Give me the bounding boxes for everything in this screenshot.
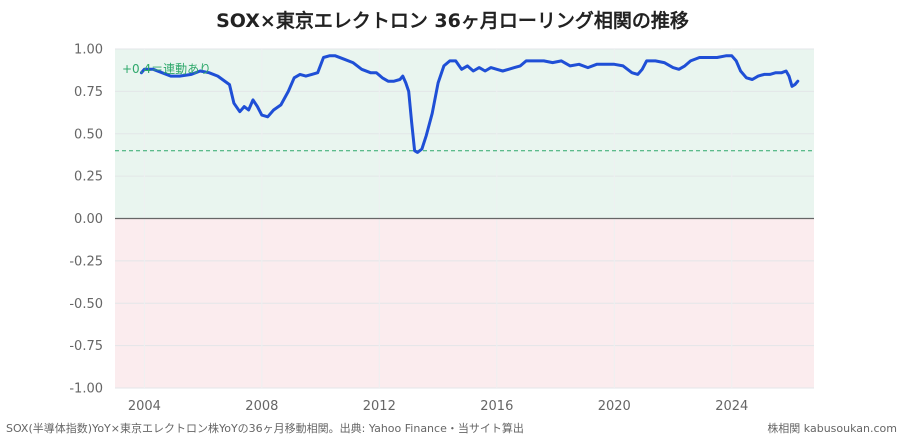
y-tick-label: 0.25 [74,170,103,185]
y-tick-label: -0.25 [69,254,103,269]
x-tick-label: 2020 [598,399,631,414]
x-tick-label: 2012 [363,399,396,414]
threshold-annotation: +0.4＝連動あり [122,62,211,76]
x-tick-label: 2024 [715,399,748,414]
x-tick-label: 2008 [245,399,278,414]
x-tick-label: 2004 [128,399,161,414]
brand-credit: 株相関 kabusoukan.com [767,422,897,435]
y-tick-label: 0.50 [74,127,103,142]
source-note: SOX(半導体指数)YoY×東京エレクトロン株YoYの36ヶ月移動相関。出典: … [6,422,524,435]
chart-title: SOX×東京エレクトロン 36ヶ月ローリング相関の推移 [216,10,689,32]
y-tick-label: -1.00 [69,382,103,397]
y-tick-label: 0.00 [74,212,103,227]
x-tick-label: 2016 [480,399,513,414]
y-tick-label: -0.75 [69,339,103,354]
y-tick-label: 1.00 [74,43,103,58]
correlation-series-line [139,54,800,154]
y-tick-label: 0.75 [74,85,103,100]
y-tick-label: -0.50 [69,297,103,312]
